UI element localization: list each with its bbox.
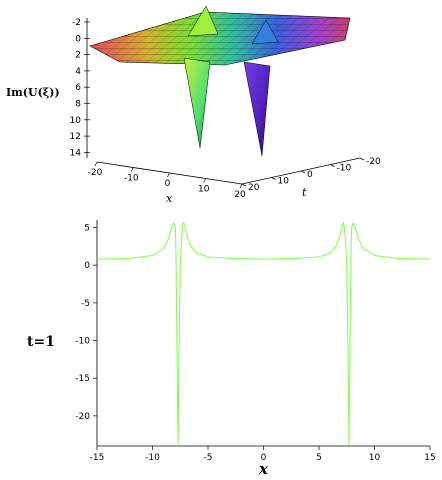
upward-peak-right — [251, 19, 279, 45]
x-tick-label-2d: 15 — [424, 453, 435, 463]
y-tick-label: 0 — [84, 261, 90, 271]
x-tick-mark — [94, 161, 98, 167]
y-axis-ticks: 5 0 -5 -10 -15 -20 — [75, 224, 97, 422]
downward-spike-right — [243, 61, 271, 157]
t-tick-label: 0 — [307, 170, 313, 180]
z-tick-label: 14 — [70, 148, 82, 158]
z-tick-label: 8 — [75, 100, 81, 110]
t-tick-label: 20 — [248, 183, 260, 193]
t-tick-label: -10 — [337, 164, 352, 174]
x-tick-mark — [203, 178, 207, 183]
x-tick-label-2d: -5 — [204, 453, 213, 463]
x-tick-mark — [167, 172, 170, 178]
series-line — [96, 221, 431, 447]
x-tick-label-2d: -10 — [145, 453, 160, 463]
t-tick-mark — [271, 177, 276, 180]
line-chart-axes — [96, 220, 430, 447]
line-chart: 5 0 -5 -10 -15 -20 -15 -10 -5 0 5 10 15 t=1 x — [27, 220, 436, 478]
t-tick-label: 10 — [278, 177, 290, 187]
x-tick-label-2d: 10 — [369, 453, 381, 463]
z-tick-label: 4 — [75, 67, 81, 77]
z-tick-label: -2 — [72, 18, 81, 28]
z-tick-label: 12 — [70, 132, 81, 142]
t-tick-mark — [300, 170, 306, 174]
t-axis-label: t — [302, 186, 307, 199]
x-axis-ticks-2d: -15 -10 -5 0 5 10 15 — [90, 446, 436, 463]
y-tick-label: -15 — [75, 374, 90, 384]
t-axis-ticks: 20 10 0 -10 -20 — [241, 157, 381, 193]
x-tick-label: 0 — [165, 179, 171, 189]
y-tick-label: -20 — [75, 412, 90, 422]
downward-spike-left — [183, 57, 211, 149]
t-tick-label: -20 — [366, 157, 381, 167]
x-axis-ticks: -20 -10 0 10 20 — [88, 161, 246, 200]
upward-peak-left — [187, 5, 219, 37]
x-tick-label: 10 — [198, 185, 210, 195]
t-tick-mark — [359, 157, 365, 161]
t-equals-label: t=1 — [27, 334, 55, 350]
x-axis-label: x — [166, 192, 173, 205]
t-tick-mark — [241, 183, 247, 187]
x-tick-mark — [239, 183, 243, 189]
z-tick-label: 0 — [75, 34, 81, 44]
z-tick-label: 10 — [70, 116, 82, 126]
x-tick-label-2d: 5 — [316, 453, 322, 463]
x-tick-label: 20 — [234, 190, 246, 200]
t-tick-mark — [330, 164, 335, 167]
x-tick-mark — [130, 167, 134, 172]
z-tick-label: 6 — [75, 83, 81, 93]
z-axis-ticks: -2 0 2 4 6 8 10 12 14 — [70, 18, 90, 158]
x-tick-label-2d: 0 — [261, 453, 267, 463]
z-axis-label: Im(U(ξ)) — [6, 86, 60, 99]
x-tick-label: -10 — [124, 174, 139, 184]
y-tick-label: 5 — [84, 224, 90, 234]
x-tick-label-2d: -15 — [90, 453, 105, 463]
x-axis-label-2d: x — [258, 460, 269, 478]
y-tick-label: -5 — [81, 299, 90, 309]
z-tick-label: 2 — [75, 51, 81, 61]
y-tick-label: -10 — [75, 337, 90, 347]
x-tick-label: -20 — [88, 168, 103, 178]
surface-mesh — [90, 12, 350, 65]
